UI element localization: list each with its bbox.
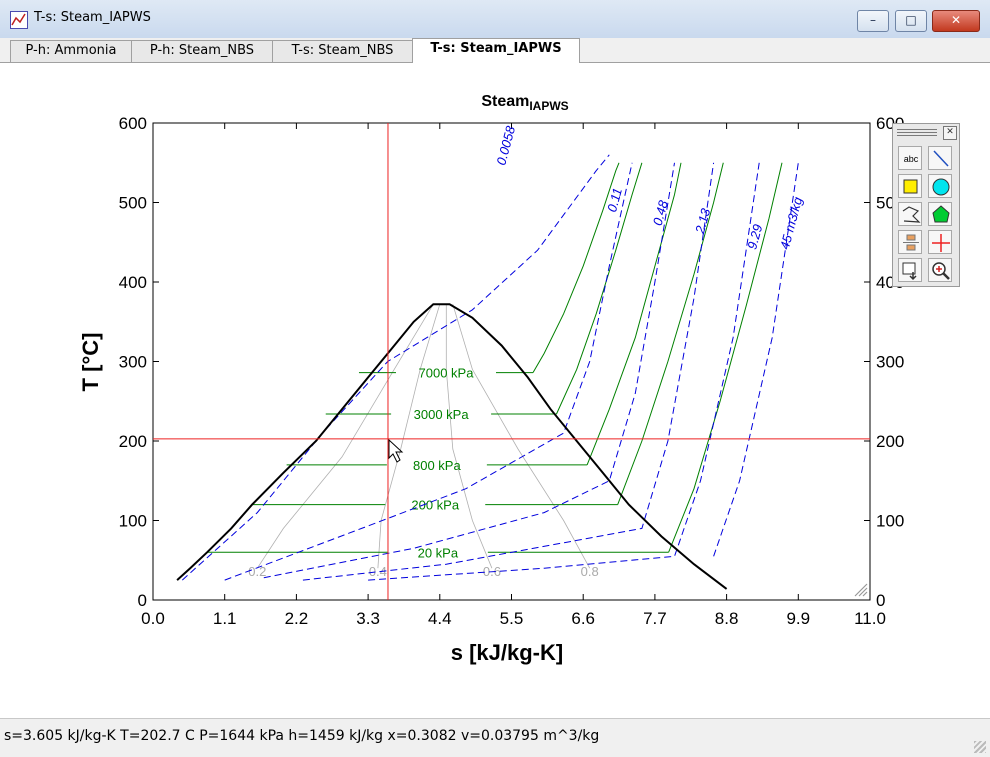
export-tool-button[interactable] (898, 258, 922, 282)
resize-grip-icon[interactable] (854, 583, 868, 597)
line-icon (933, 150, 949, 167)
isobar-label: 200 kPa (411, 498, 459, 513)
tab-ts-steam-nbs[interactable]: T-s: Steam_NBS (272, 40, 413, 62)
rectangle-icon (903, 179, 918, 194)
quality-line (256, 304, 434, 569)
app-chart-icon (10, 11, 28, 29)
polyline-icon (902, 206, 921, 223)
isochore-line (263, 162, 675, 579)
mouse-pointer-icon (388, 438, 404, 463)
zoom-icon (932, 262, 950, 280)
y-tick-label: 600 (119, 114, 147, 133)
minimize-button[interactable]: – (857, 10, 889, 32)
x-tick-label: 8.8 (715, 609, 739, 628)
rectangle-tool-button[interactable] (898, 174, 922, 198)
tab-bar: P-h: Ammonia P-h: Steam_NBS T-s: Steam_N… (0, 38, 990, 63)
x-tick-label: 11.0 (854, 609, 886, 628)
window-title: T-s: Steam_IAPWS (34, 10, 151, 25)
isochore-label: 2.13 (692, 206, 713, 236)
x-tick-label: 9.9 (786, 609, 810, 628)
line-tool-button[interactable] (928, 146, 952, 170)
isochore-line (224, 162, 633, 581)
toolbox-drag-handle[interactable] (897, 129, 937, 136)
x-axis-label: s [kJ/kg-K] (451, 640, 563, 665)
text-tool-button[interactable]: abc (898, 146, 922, 170)
quality-line (452, 304, 591, 569)
y-axis-label: T [°C] (78, 333, 103, 392)
polygon-tool-button[interactable] (928, 202, 952, 226)
y-tick-label-right: 0 (876, 591, 885, 610)
isobar-superheat-line (668, 162, 783, 553)
x-tick-label: 7.7 (643, 609, 667, 628)
isochore-label: 0.11 (604, 186, 625, 213)
symbol-icon (903, 234, 919, 251)
x-tick-label: 0.0 (141, 609, 165, 628)
x-tick-label: 1.1 (213, 609, 237, 628)
isochore-line (302, 162, 715, 581)
y-tick-label-right: 200 (876, 432, 904, 451)
toolbox-close-button[interactable]: ✕ (943, 126, 957, 140)
isobar-label: 7000 kPa (419, 366, 475, 381)
isobar-superheat-line (586, 162, 682, 466)
isobar-label: 3000 kPa (414, 407, 470, 422)
isochore-label: 0.48 (650, 198, 671, 227)
x-tick-label: 2.2 (285, 609, 309, 628)
text-tool-icon: abc (904, 154, 919, 164)
isochore-label: 45 m3/kg (777, 195, 806, 251)
tab-ts-steam-iapws[interactable]: T-s: Steam_IAPWS (412, 38, 580, 63)
zoom-tool-button[interactable] (928, 258, 952, 282)
polygon-icon (932, 205, 950, 223)
quality-label: 0.4 (369, 564, 387, 579)
x-tick-label: 4.4 (428, 609, 452, 628)
y-tick-label: 500 (119, 194, 147, 213)
y-tick-label-right: 300 (876, 353, 904, 372)
isobar-superheat-line (532, 162, 620, 373)
saturation-dome (176, 303, 728, 590)
x-tick-label: 3.3 (356, 609, 380, 628)
status-bar: s=3.605 kJ/kg-K T=202.7 C P=1644 kPa h=1… (0, 718, 990, 757)
isobar-label: 800 kPa (413, 458, 461, 473)
title-bar: T-s: Steam_IAPWS – □ ✕ (0, 0, 990, 39)
plot-frame (152, 122, 871, 601)
isobar-superheat-line (617, 162, 724, 505)
isochore-line (713, 162, 799, 557)
y-tick-label: 0 (138, 591, 147, 610)
isobar-superheat-line (556, 162, 643, 415)
quality-label: 0.8 (581, 564, 599, 579)
isochore-label: 0.0058 (493, 124, 518, 167)
maximize-button[interactable]: □ (895, 10, 927, 32)
quality-label: 0.2 (248, 564, 266, 579)
ts-diagram[interactable]: SteamIAPWS 0.0 1.1 2.2 3.3 4.4 5.5 6.6 7.7 8.8 9.… (0, 62, 990, 718)
status-readout: s=3.605 kJ/kg-K T=202.7 C P=1644 kPa h=1… (4, 728, 600, 744)
y-tick-label: 200 (119, 432, 147, 451)
window-resize-grip-icon[interactable] (974, 741, 986, 753)
tab-ph-steam-nbs[interactable]: P-h: Steam_NBS (131, 40, 273, 62)
close-button[interactable]: ✕ (932, 10, 980, 32)
ellipse-icon (932, 178, 950, 196)
isochore-label: 9.29 (744, 223, 765, 251)
crosshair-icon (932, 234, 950, 252)
quality-line (445, 304, 493, 569)
polyline-tool-button[interactable] (898, 202, 922, 226)
drawing-toolbox: ✕ abc (892, 123, 960, 287)
x-tick-label: 5.5 (500, 609, 524, 628)
export-icon (902, 262, 917, 281)
y-tick-label: 400 (119, 273, 147, 292)
x-tick-label: 6.6 (571, 609, 595, 628)
crosshair-tool-button[interactable] (928, 230, 952, 254)
tab-ph-ammonia[interactable]: P-h: Ammonia (10, 40, 132, 62)
y-tick-label: 300 (119, 353, 147, 372)
isochore-line (368, 162, 760, 581)
quality-line (377, 304, 441, 569)
ellipse-tool-button[interactable] (928, 174, 952, 198)
isobar-label: 20 kPa (418, 545, 459, 560)
y-tick-label: 100 (119, 512, 147, 531)
chart-title: SteamIAPWS (481, 93, 568, 113)
symbol-tool-button[interactable] (898, 230, 922, 254)
y-tick-label-right: 100 (876, 512, 904, 531)
